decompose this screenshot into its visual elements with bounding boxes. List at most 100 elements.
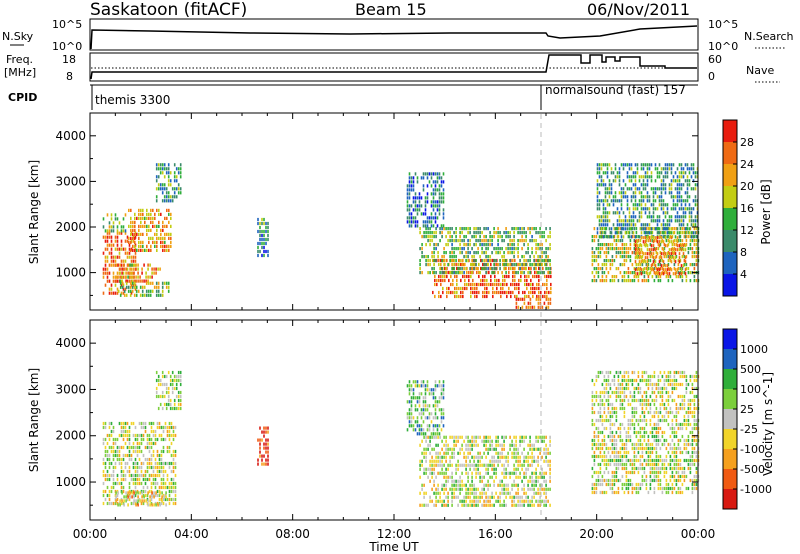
power-cell [155, 293, 158, 297]
velocity-cell [633, 470, 636, 475]
velocity-cell [507, 487, 509, 491]
power-cell [666, 252, 669, 256]
velocity-cell [175, 382, 178, 387]
power-cell [470, 262, 472, 267]
velocity-cell [416, 424, 419, 428]
power-cell [550, 274, 552, 279]
velocity-cell [593, 394, 596, 399]
power-cell [695, 259, 698, 263]
power-cell [616, 175, 619, 179]
velocity-cell [424, 408, 427, 412]
velocity-cell [479, 495, 481, 499]
velocity-cell [420, 412, 423, 416]
velocity-cell [122, 457, 125, 462]
velocity-cell [479, 455, 481, 459]
power-cell [130, 291, 133, 295]
velocity-cell [154, 481, 157, 486]
velocity-cell [168, 421, 171, 426]
velocity-cell [170, 481, 173, 486]
velocity-cell [459, 475, 461, 479]
power-cell [600, 219, 603, 223]
power-cell [654, 260, 657, 264]
velocity-cell [599, 370, 602, 375]
velocity-cell [501, 487, 503, 491]
power-cell [426, 192, 429, 196]
power-cell [666, 244, 669, 248]
velocity-cell [144, 473, 147, 478]
power-cell [521, 255, 523, 259]
power-cell [497, 251, 499, 255]
velocity-cell [168, 437, 171, 442]
velocity-cell [424, 392, 427, 396]
velocity-cell [165, 382, 168, 387]
power-cell [686, 187, 689, 191]
velocity-cell [158, 493, 161, 498]
power-cell [489, 239, 491, 243]
velocity-cell [617, 370, 620, 375]
velocity-cell [138, 473, 141, 478]
power-cell [616, 207, 619, 211]
velocity-cell [539, 483, 541, 487]
power-cell [617, 239, 620, 243]
power-cell [633, 279, 636, 283]
power-cell [146, 212, 148, 216]
velocity-cell [156, 449, 159, 454]
velocity-cell [146, 485, 149, 490]
velocity-cell [423, 495, 425, 499]
power-cell [670, 240, 673, 244]
velocity-cell [537, 499, 539, 503]
velocity-cell [517, 451, 519, 455]
velocity-cell [489, 447, 491, 451]
power-cell [509, 239, 511, 243]
velocity-cell [505, 491, 507, 495]
velocity-cell [493, 479, 495, 483]
velocity-cell [429, 471, 431, 475]
power-cell [155, 285, 158, 289]
power-cell [149, 281, 152, 285]
power-cell [421, 271, 423, 275]
velocity-cell [128, 485, 131, 490]
power-cell [147, 275, 149, 279]
power-cell [446, 294, 448, 299]
velocity-cell [437, 487, 439, 491]
velocity-cell [108, 457, 111, 462]
power-cell [130, 232, 132, 236]
power-cell [418, 204, 421, 208]
velocity-cell [545, 455, 547, 459]
power-cell [517, 247, 519, 251]
power-cell [621, 227, 624, 231]
power-cell [685, 275, 688, 279]
power-cell [643, 267, 646, 271]
power-cell [662, 235, 665, 239]
power-cell [267, 229, 269, 234]
power-cell [134, 220, 136, 224]
velocity-cell [152, 465, 155, 470]
velocity-cell [124, 433, 127, 438]
power-cell [667, 267, 670, 271]
power-cell [693, 227, 696, 231]
velocity-cell [108, 493, 111, 498]
velocity-cell [615, 490, 618, 495]
velocity-cell [437, 483, 439, 487]
velocity-cell [457, 503, 459, 507]
velocity-cell [154, 433, 157, 438]
power-cell [510, 290, 512, 295]
velocity-cell [635, 434, 638, 439]
velocity-cell [603, 434, 606, 439]
power-cell [645, 243, 648, 247]
power-cell [646, 260, 649, 264]
power-cell [433, 271, 435, 275]
velocity-cell [489, 439, 491, 443]
power-cell [179, 191, 182, 195]
velocity-cell [613, 410, 616, 415]
velocity-cell [467, 447, 469, 451]
power-cell [664, 236, 667, 240]
velocity-cell [434, 408, 437, 412]
power-cell [602, 183, 605, 187]
velocity-cell [170, 497, 173, 502]
power-cell [647, 267, 650, 271]
power-cell [476, 270, 478, 275]
power-cell [499, 231, 501, 235]
velocity-cell [162, 425, 165, 430]
velocity-cell [179, 398, 182, 403]
